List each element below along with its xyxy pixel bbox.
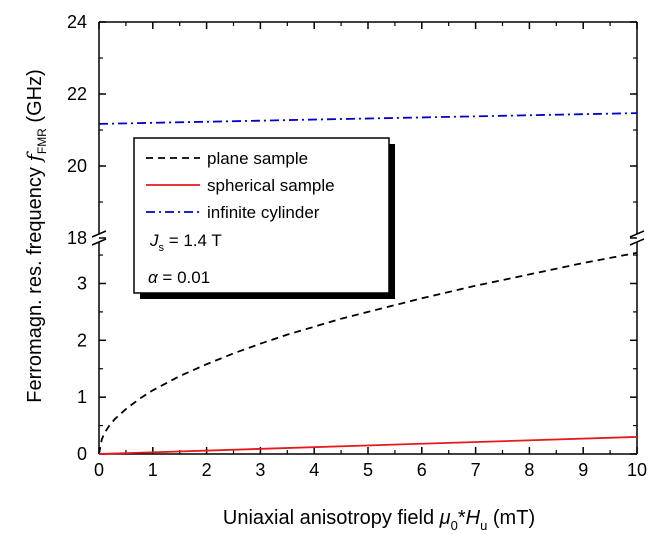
legend-label: plane sample [207,149,308,168]
annotation-js-text: = 1.4 T [164,231,222,250]
y-tick-label: 20 [67,156,87,176]
series-line-spherical-sample [98,436,638,455]
y-tick-label: 18 [67,228,87,248]
annotation-js-symbol: J [149,231,159,250]
annotation-alpha: α = 0.01 [148,268,210,287]
x-tick-label: 1 [148,460,158,480]
axis-break-mark [91,230,107,238]
annotation-alpha-text: = 0.01 [158,268,210,287]
y-tick-label: 1 [77,387,87,407]
x-tick-label: 7 [471,460,481,480]
axis-break-mark [91,238,107,246]
x-axis-label-symbol: μ [439,507,451,529]
legend-box [133,137,390,294]
axes-layer: 0 1 2 3 4 5 6 7 8 9 10 0 1 2 3 18 20 22 24 [67,12,647,480]
axis-break-mark [629,230,645,238]
y-axis-label-symbol-sub: FMR [35,128,49,154]
x-axis-label-symbol2: H [466,507,481,529]
x-tick-label: 9 [578,460,588,480]
y-tick-label: 2 [77,330,87,350]
x-tick-label: 6 [417,460,427,480]
series-line-plane-sample [98,251,638,455]
x-axis-label: Uniaxial anisotropy field μ0*Hu (mT) [223,507,535,533]
legend-entries: plane sample spherical sample infinite cyl… [146,149,335,222]
annotation-alpha-symbol: α [148,268,159,287]
axis-break-mark [629,238,645,246]
y-axis-label: Ferromagn. res. frequency fFMR (GHz) [22,69,49,403]
series-layer [98,112,638,455]
y-tick-label: 22 [67,84,87,104]
annotation-js: Js = 1.4 T [149,231,222,254]
x-tick-label: 8 [524,460,534,480]
x-tick-label: 0 [94,460,104,480]
x-tick-label: 2 [202,460,212,480]
x-axis-label-suffix: (mT) [487,507,535,529]
y-tick-label: 0 [77,444,87,464]
x-axis-label-symbol-sub: 0 [451,518,458,533]
x-axis-label-prefix: Uniaxial anisotropy field [223,507,440,529]
legend: plane sample spherical sample infinite cyl… [133,137,395,299]
legend-label: spherical sample [207,176,335,195]
legend-label: infinite cylinder [207,203,320,222]
x-tick-label: 4 [309,460,319,480]
series-line-infinite-cylinder [98,112,638,125]
y-axis-label-suffix: (GHz) [24,69,46,128]
x-axis-label-symbol2-sub: u [480,518,487,533]
x-axis-label-mid: * [458,507,466,529]
x-tick-label: 5 [363,460,373,480]
x-tick-label: 10 [627,460,647,480]
x-tick-label: 3 [255,460,265,480]
y-tick-label: 24 [67,12,87,32]
y-axis-label-prefix: Ferromagn. res. frequency [24,162,46,403]
annotation-js-sub: s [159,242,165,254]
y-tick-label: 3 [77,273,87,293]
